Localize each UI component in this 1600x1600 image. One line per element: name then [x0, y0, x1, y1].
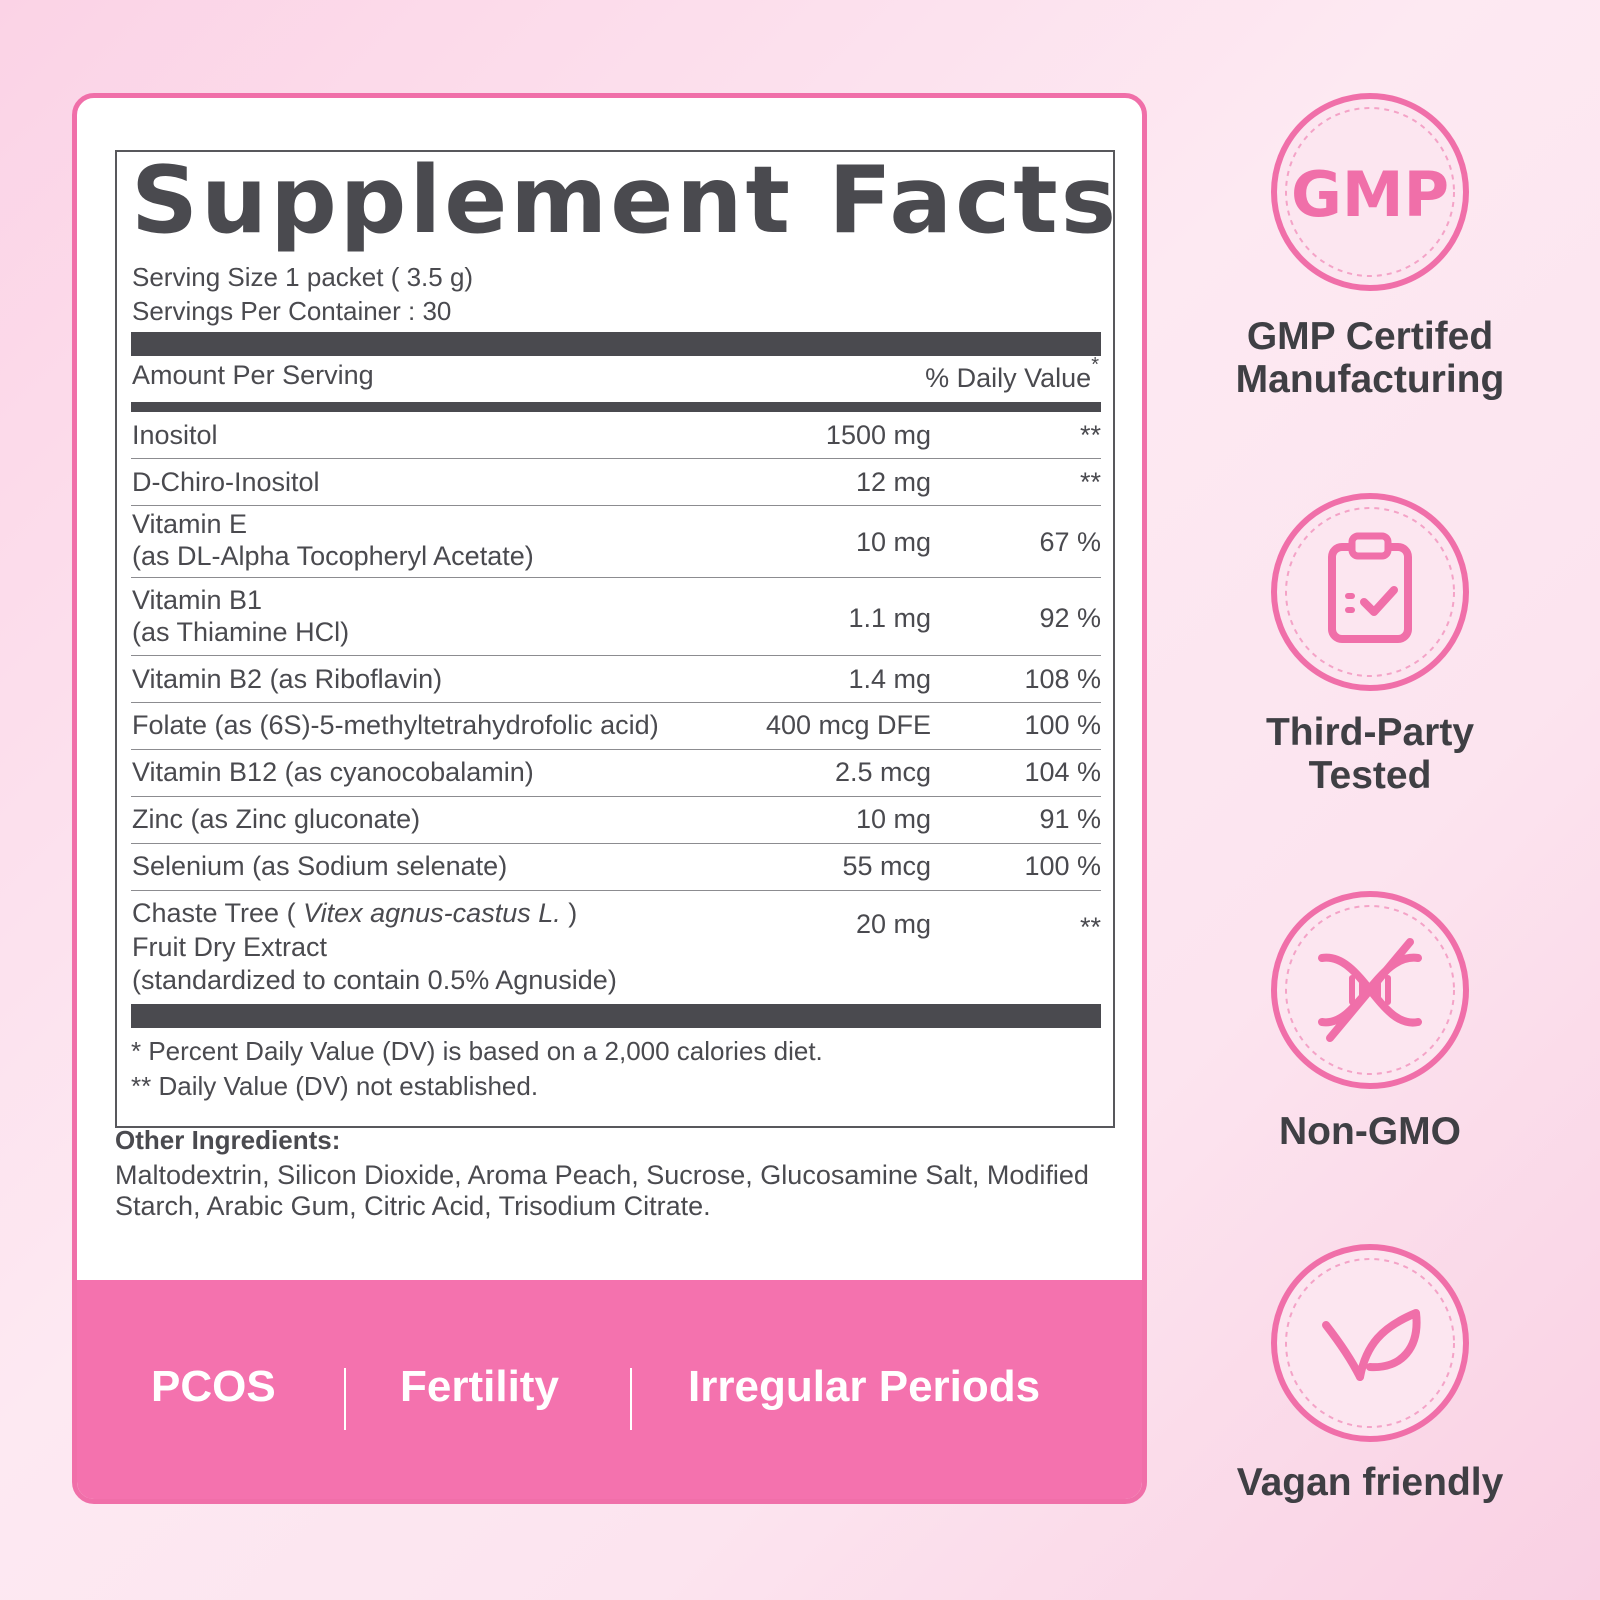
nutrient-amount: 1500 mg [825, 420, 931, 450]
non-gmo-badge [1270, 890, 1470, 1090]
facts-title: Supplement Facts [131, 146, 1120, 254]
nutrient-name: Vitamin B12 (as cyanocobalamin) [132, 757, 534, 787]
nutrient-dv: 104 % [1024, 757, 1101, 787]
supplement-card: Supplement Facts Serving Size 1 packet (… [72, 93, 1147, 1504]
nutrient-name: Inositol [132, 420, 218, 450]
gmp-icon-text: GMP [1291, 158, 1449, 231]
nutrient-name: Vitamin B2 (as Riboflavin) [132, 664, 443, 694]
nutrient-amount: 2.5 mcg [834, 757, 931, 787]
other-ingredients-heading: Other Ingredients: [115, 1125, 341, 1155]
nutrient-row: Selenium (as Sodium selenate) 55 mcg 100… [131, 843, 1101, 891]
nutrient-amount: 400 mcg DFE [765, 710, 931, 740]
nutrient-name: D-Chiro-Inositol [132, 467, 320, 497]
nutrient-name: Vitamin B1 [132, 585, 263, 615]
amount-per-serving-header: Amount Per Serving [132, 360, 374, 390]
gmp-badge: GMP [1270, 92, 1470, 292]
nutrient-amount: 12 mg [855, 467, 931, 497]
nutrient-part: Fruit Dry Extract [132, 932, 328, 962]
nutrient-row: Zinc (as Zinc gluconate) 10 mg 91 % [131, 796, 1101, 844]
nutrient-row: Inositol 1500 mg ** [131, 412, 1101, 458]
nutrient-row: D-Chiro-Inositol 12 mg ** [131, 458, 1101, 506]
nutrient-source: (as Thiamine HCl) [132, 617, 350, 647]
nutrient-dv: 91 % [1039, 804, 1101, 834]
tag-pcos: PCOS [151, 1362, 276, 1411]
nutrient-dv: ** [1079, 912, 1101, 942]
benefits-band: PCOS Fertility Irregular Periods [77, 1280, 1142, 1499]
footnote-not-established: ** Daily Value (DV) not established. [131, 1071, 539, 1101]
third-party-badge [1270, 492, 1470, 692]
nutrient-row: Vitamin E (as DL-Alpha Tocopheryl Acetat… [131, 505, 1101, 578]
nutrient-dv: 67 % [1039, 527, 1101, 557]
clipboard-check-icon [1271, 493, 1469, 691]
servings-per-container: Servings Per Container : 30 [132, 296, 452, 326]
gmp-label: GMP Certifed Manufacturing [1235, 315, 1505, 401]
tag-separator [344, 1368, 346, 1430]
nutrient-dv: 100 % [1024, 710, 1101, 740]
nutrient-dv: 108 % [1024, 664, 1101, 694]
nutrient-row: Vitamin B2 (as Riboflavin) 1.4 mg 108 % [131, 655, 1101, 703]
nutrient-name: Selenium (as Sodium selenate) [132, 851, 508, 881]
serving-size: Serving Size 1 packet ( 3.5 g) [132, 262, 474, 292]
third-party-label: Third-Party Tested [1265, 711, 1475, 797]
nutrient-row: Chaste Tree ( Vitex agnus-castus L. ) Fr… [131, 890, 1101, 1001]
tag-irregular-periods: Irregular Periods [688, 1362, 1041, 1411]
supplement-facts-panel: Supplement Facts Serving Size 1 packet (… [115, 146, 1116, 1128]
nutrient-name: Chaste Tree ( Vitex agnus-castus L. ) [132, 898, 578, 928]
nutrient-name: Vitamin E [132, 509, 248, 539]
nutrient-row: Vitamin B12 (as cyanocobalamin) 2.5 mcg … [131, 749, 1101, 797]
nutrient-dv: 92 % [1039, 603, 1101, 633]
dna-icon [1271, 891, 1469, 1089]
nutrient-amount: 1.1 mg [848, 603, 931, 633]
non-gmo-label: Non-GMO [1279, 1110, 1461, 1153]
nutrient-dv: 100 % [1024, 851, 1101, 881]
tag-separator [630, 1368, 632, 1430]
leaf-icon [1271, 1244, 1469, 1442]
nutrient-standardization: (standardized to contain 0.5% Agnuside) [132, 965, 617, 995]
nutrient-amount: 10 mg [855, 527, 931, 557]
thick-divider [131, 332, 1101, 356]
nutrient-name: Folate (as (6S)-5-methyltetrahydrofolic … [132, 710, 659, 740]
nutrient-source: (as DL-Alpha Tocopheryl Acetate) [132, 541, 534, 571]
nutrient-dv: ** [1079, 420, 1101, 450]
daily-value-header: % Daily Value* [925, 354, 1099, 393]
gmp-icon: GMP [1271, 93, 1469, 291]
nutrient-amount: 1.4 mg [848, 664, 931, 694]
botanical-name: Vitex agnus-castus L. [303, 898, 561, 928]
tag-fertility: Fertility [400, 1362, 559, 1411]
other-ingredients-text: Maltodextrin, Silicon Dioxide, Aroma Pea… [115, 1160, 1089, 1221]
nutrient-row: Folate (as (6S)-5-methyltetrahydrofolic … [131, 702, 1101, 750]
nutrient-row: Vitamin B1 (as Thiamine HCl) 1.1 mg 92 % [131, 577, 1101, 656]
thick-divider-bottom [131, 1004, 1101, 1028]
nutrient-dv: ** [1079, 467, 1101, 497]
nutrient-name: Zinc (as Zinc gluconate) [132, 804, 421, 834]
nutrient-amount: 10 mg [855, 804, 931, 834]
medium-divider [131, 402, 1101, 412]
vegan-label: Vagan friendly [1236, 1461, 1504, 1504]
nutrient-amount: 55 mcg [842, 851, 931, 881]
nutrient-amount: 20 mg [855, 909, 931, 939]
footnote-dv: * Percent Daily Value (DV) is based on a… [131, 1036, 823, 1066]
vegan-badge [1270, 1243, 1470, 1443]
